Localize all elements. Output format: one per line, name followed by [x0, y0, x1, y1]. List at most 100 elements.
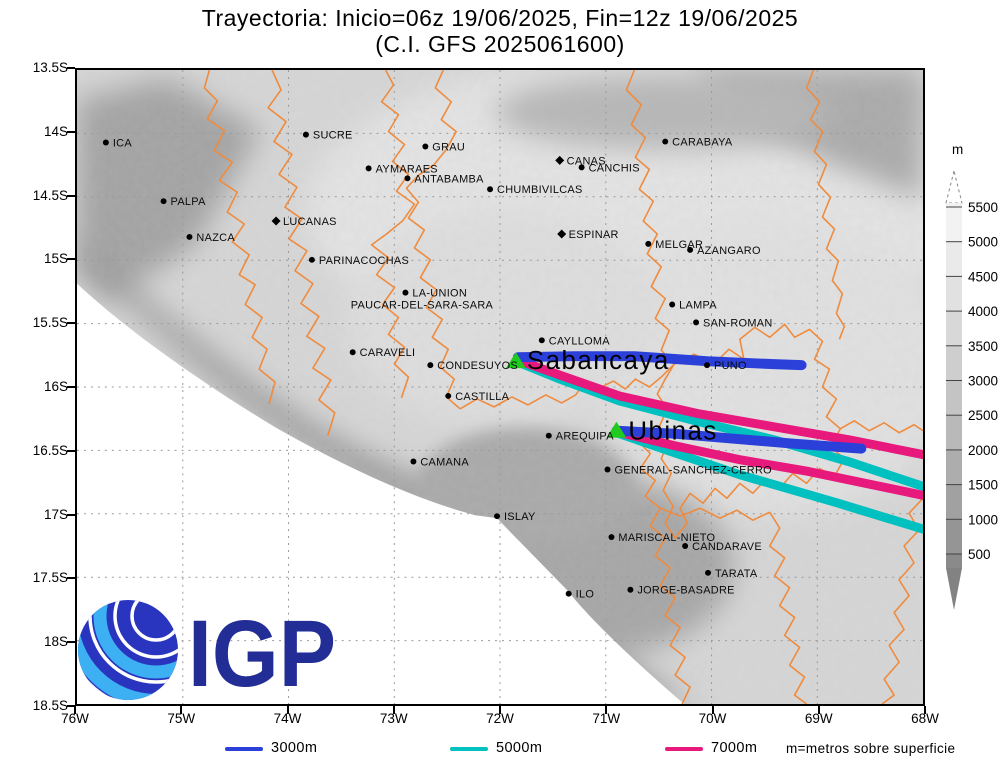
legend-note: m=metros sobre superficie [786, 741, 956, 756]
lon-tick-label: 68W [911, 711, 939, 726]
legend-label-5000m: 5000m [496, 740, 543, 756]
city-label: AZANGARO [697, 245, 761, 257]
trajectory-sabancaya-7000m [513, 355, 923, 460]
lon-tick-label: 70W [698, 711, 727, 726]
city-label: ESPINAR [569, 229, 619, 241]
elevation-colorbar: m 5500 5000 4500 4000 3500 3000 2500 2000 1500 100… [945, 142, 998, 610]
city-label: CARAVELI [360, 347, 416, 359]
lon-tick-mark [711, 706, 714, 714]
lat-tick-mark [67, 322, 75, 325]
city-label: PARINACOCHAS [319, 255, 409, 267]
colorbar-band [946, 380, 962, 416]
city-label: MARISCAL-NIETO [618, 532, 715, 544]
city-marker [404, 175, 411, 182]
colorbar-band [946, 484, 962, 520]
colorbar-band [946, 345, 962, 381]
city-label: GENERAL-SANCHEZ-CERRO [614, 464, 771, 476]
city-marker [578, 164, 585, 171]
lon-tick-label: 72W [486, 711, 514, 726]
lat-tick-label: 17.5S [32, 570, 68, 586]
city-label: CAMANA [420, 457, 469, 469]
city-marker [538, 337, 545, 344]
colorbar-tick-label: 5500 [968, 200, 998, 215]
lon-tick-label: 71W [592, 711, 621, 726]
lon-tick-mark [74, 706, 76, 714]
city-label: LAMPA [679, 300, 717, 312]
colorbar-top-arrow [945, 170, 963, 204]
lon-tick-label: 76W [61, 711, 89, 726]
lat-tick-label: 16S [43, 379, 68, 394]
lat-tick-mark [67, 386, 75, 388]
city-label: PALPA [171, 196, 207, 208]
city-marker [102, 139, 109, 146]
lon-tick-mark [817, 706, 820, 714]
colorbar-band [946, 207, 962, 243]
lon-tick-mark [180, 706, 183, 714]
city-marker [487, 186, 494, 193]
city-marker [687, 246, 694, 253]
lat-tick-mark [67, 258, 75, 261]
legend-line-5000m [450, 747, 488, 751]
colorbar-band [946, 554, 962, 568]
lat-tick-label: 13.5S [32, 60, 68, 75]
page-title-line2: (C.I. GFS 2025061600) [375, 31, 625, 57]
colorbar-tick-label: 2000 [968, 443, 998, 458]
lon-tick-label: 75W [167, 711, 196, 726]
city-label: CHUMBIVILCAS [497, 184, 583, 196]
city-label: JORGE-BASADRE [637, 585, 734, 597]
lon-tick-label: 74W [273, 711, 302, 726]
trajectory-ubinas-7000m [611, 427, 923, 500]
colorbar-band [946, 241, 962, 277]
city-marker [308, 256, 315, 263]
colorbar-tick-label: 2500 [968, 408, 998, 423]
colorbar-tick-label: 500 [968, 547, 991, 562]
city-marker [565, 590, 572, 597]
city-label: ICA [113, 138, 133, 150]
city-label: CARABAYA [672, 137, 733, 149]
lon-tick-label: 69W [804, 711, 833, 726]
lat-tick-mark [67, 449, 75, 452]
lat-tick-mark [67, 194, 75, 197]
map-canvas: Sabancaya Ubinas ICA SUCRE GRAU CANASCANCHIS… [77, 70, 923, 704]
igp-logo: IGP [78, 600, 336, 704]
city-label: AREQUIPA [556, 431, 614, 443]
lat-tick-label: 16.5S [32, 442, 68, 458]
colorbar-band [946, 311, 962, 347]
city-marker [627, 586, 634, 593]
city-label: CANCHIS [589, 162, 640, 174]
city-marker [427, 362, 434, 369]
colorbar-band [946, 519, 962, 555]
city-label: GRAU [432, 141, 465, 153]
city-marker [608, 534, 615, 541]
lon-tick-label: 73W [379, 711, 408, 726]
colorbar-tick-label: 1000 [968, 512, 998, 527]
lat-tick-label: 18S [43, 634, 68, 650]
lat-tick-label: 14.5S [32, 187, 68, 203]
city-label: TARATA [715, 568, 758, 580]
volcano-label-ubinas: Ubinas [628, 418, 717, 446]
city-marker [349, 349, 356, 356]
lat-tick-mark [67, 513, 75, 516]
city-label: AYMARAES [376, 163, 438, 175]
lon-tick-mark [286, 706, 289, 714]
city-label: PAUCAR-DEL-SARA-SARA [351, 300, 494, 312]
city-marker [604, 466, 611, 473]
city-label: ANTABAMBA [414, 173, 484, 185]
city-marker [669, 301, 676, 308]
lat-tick-label: 18.5S [32, 698, 68, 713]
city-marker [445, 392, 452, 399]
volcano-label-sabancaya: Sabancaya [527, 347, 670, 375]
city-marker [410, 458, 417, 465]
lat-tick-label: 14S [43, 123, 68, 139]
trajectory-map: Sabancaya Ubinas ICA SUCRE GRAU CANAS CANCHIS… [75, 68, 925, 706]
city-marker [682, 543, 689, 549]
legend-line-3000m [225, 747, 263, 751]
lat-tick-label: 15S [43, 251, 68, 267]
city-label: LUCANAS [283, 216, 337, 228]
colorbar-band [946, 415, 962, 451]
city-label: NAZCA [196, 232, 235, 244]
legend-label-3000m: 3000m [271, 740, 318, 756]
city-marker [705, 569, 712, 576]
city-marker [422, 143, 429, 150]
